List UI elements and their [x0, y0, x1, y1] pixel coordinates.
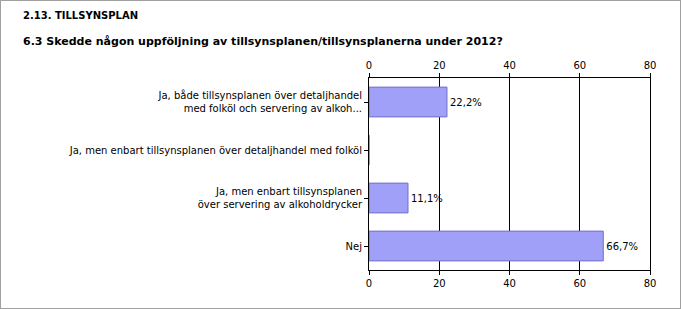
svg-text:Ja, men enbart tillsynsplanen: Ja, men enbart tillsynsplanen över detal…	[69, 145, 362, 156]
svg-text:6.3 Skedde någon uppföljning a: 6.3 Skedde någon uppföljning av tillsyns…	[23, 35, 503, 48]
svg-text:11,1%: 11,1%	[411, 193, 443, 204]
svg-text:60: 60	[573, 278, 586, 289]
svg-text:60: 60	[573, 60, 586, 71]
svg-text:0: 0	[366, 60, 372, 71]
svg-text:80: 80	[644, 60, 657, 71]
svg-text:22,2%: 22,2%	[450, 97, 482, 108]
svg-text:Ja, men enbart tillsynsplanenö: Ja, men enbart tillsynsplanenöver server…	[198, 186, 363, 210]
svg-text:40: 40	[503, 60, 516, 71]
svg-text:40: 40	[503, 278, 516, 289]
svg-text:Ja, både tillsynsplanen över d: Ja, både tillsynsplanen över detaljhande…	[158, 89, 362, 114]
svg-text:80: 80	[644, 278, 657, 289]
svg-text:Nej: Nej	[346, 241, 362, 252]
svg-text:20: 20	[433, 60, 446, 71]
svg-text:66,7%: 66,7%	[606, 241, 638, 252]
svg-text:20: 20	[433, 278, 446, 289]
svg-text:2.13. TILLSYNSPLAN: 2.13. TILLSYNSPLAN	[23, 10, 138, 21]
svg-text:0: 0	[366, 278, 372, 289]
